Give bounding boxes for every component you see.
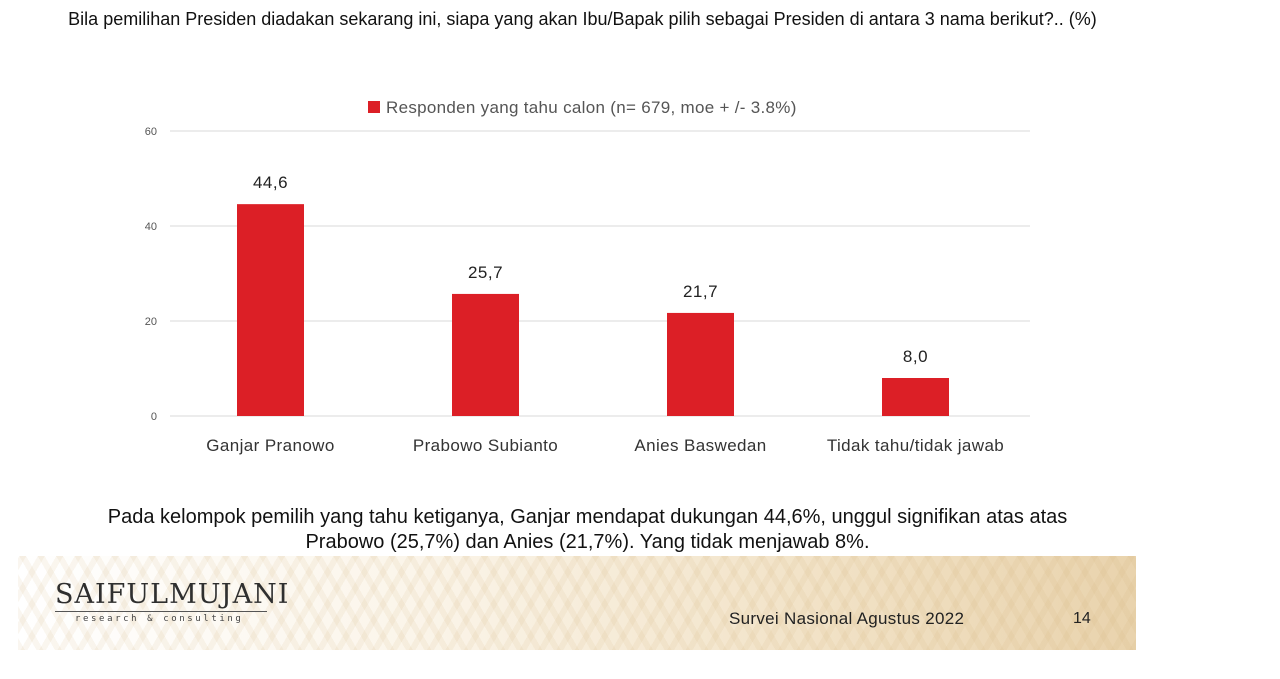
data-label: 8,0 xyxy=(903,347,928,366)
legend-label: Responden yang tahu calon (n= 679, moe +… xyxy=(386,98,797,117)
data-label: 21,7 xyxy=(683,282,718,301)
bar-1 xyxy=(452,293,519,416)
y-tick-label: 20 xyxy=(145,316,157,328)
page-number: 14 xyxy=(1073,610,1091,627)
legend-swatch xyxy=(368,101,380,113)
legend: Responden yang tahu calon (n= 679, moe +… xyxy=(368,98,797,117)
footer-survey-name: Survei Nasional Agustus 2022 xyxy=(729,609,965,628)
logo-tagline: research & consulting xyxy=(75,614,244,624)
data-label: 44,6 xyxy=(253,173,288,192)
category-label: Ganjar Pranowo xyxy=(206,436,334,455)
bar-0 xyxy=(237,204,304,416)
logo-divider xyxy=(55,611,267,612)
x-axis-categories: Ganjar Pranowo Prabowo Subianto Anies Basw… xyxy=(206,436,1004,455)
bar-2 xyxy=(667,312,734,416)
y-tick-label: 0 xyxy=(151,411,157,423)
data-labels: 44,6 25,7 21,7 8,0 xyxy=(253,173,928,366)
category-label: Prabowo Subianto xyxy=(413,436,558,455)
category-label: Tidak tahu/tidak jawab xyxy=(827,436,1004,455)
y-axis-ticks: 0 20 40 60 xyxy=(145,126,157,423)
logo-name: SAIFULMUJANI xyxy=(55,579,290,610)
y-tick-label: 40 xyxy=(145,221,157,233)
y-tick-label: 60 xyxy=(145,126,157,138)
category-label: Anies Baswedan xyxy=(634,436,766,455)
summary-text: Pada kelompok pemilih yang tahu ketigany… xyxy=(107,506,1068,553)
data-label: 25,7 xyxy=(468,263,503,282)
bar-3 xyxy=(882,378,949,416)
bars xyxy=(237,204,949,416)
saiful-mujani-logo: SAIFULMUJANI research & consulting xyxy=(55,579,290,625)
slide-title: Bila pemilihan Presiden diadakan sekaran… xyxy=(68,9,1097,29)
footer-batik-band xyxy=(18,556,1136,650)
